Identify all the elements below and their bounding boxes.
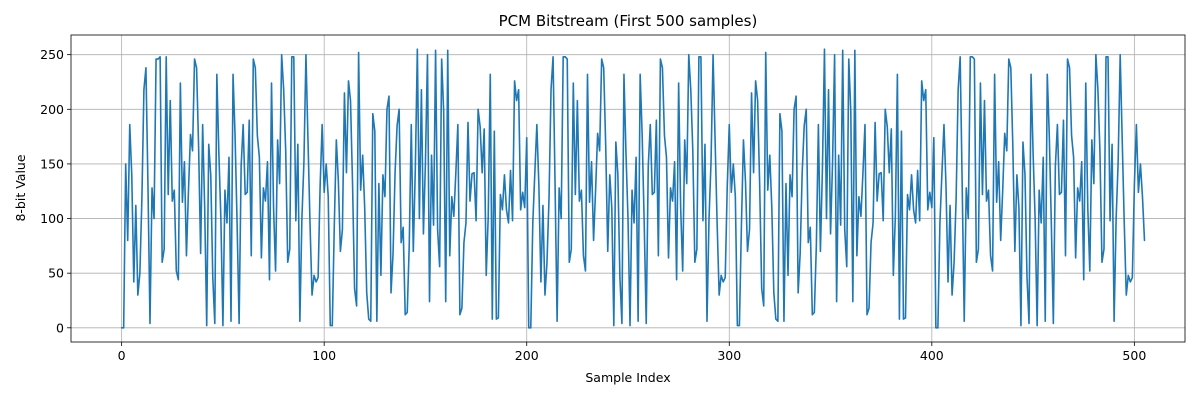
y-tick-label: 200 — [40, 102, 64, 117]
x-tick-label: 200 — [515, 348, 539, 363]
y-tick-label: 150 — [40, 156, 64, 171]
y-axis: 0 50 100 150 200 250 — [40, 47, 71, 335]
y-tick-label: 100 — [40, 211, 64, 226]
y-tick-label: 50 — [48, 266, 64, 281]
x-tick-label: 300 — [717, 348, 741, 363]
plot-frame — [70, 34, 1186, 343]
x-tick-label: 100 — [312, 348, 336, 363]
x-tick-label: 400 — [920, 348, 944, 363]
series-layer — [120, 48, 1146, 329]
chart-title: PCM Bitstream (First 500 samples) — [499, 12, 758, 30]
y-axis-label: 8-bit Value — [13, 154, 28, 221]
x-axis-label: Sample Index — [585, 370, 670, 385]
y-tick-label: 250 — [40, 47, 64, 62]
x-tick-label: 500 — [1122, 348, 1146, 363]
y-tick-label: 0 — [56, 320, 64, 335]
x-axis: 0 100 200 300 400 500 — [118, 342, 1146, 363]
x-tick-label: 0 — [118, 348, 126, 363]
series-line-0 — [120, 48, 1146, 329]
